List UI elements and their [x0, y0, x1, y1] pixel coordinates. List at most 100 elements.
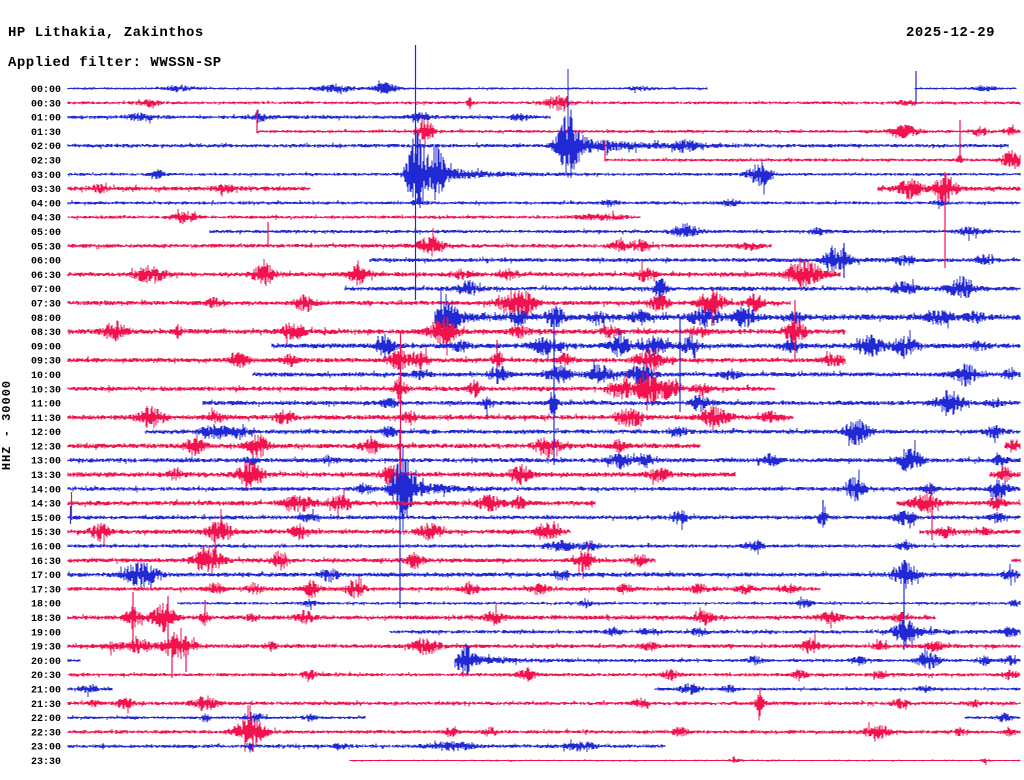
trace-row-09:00: [271, 329, 1021, 361]
trace-row-05:30: [67, 228, 772, 257]
y-axis-label: HHZ - 30000: [0, 380, 14, 470]
time-label: 09:30: [31, 357, 61, 368]
time-label: 19:00: [31, 628, 61, 639]
trace-row-08:00: [434, 288, 1021, 341]
time-label: 01:30: [31, 128, 61, 139]
time-label: 19:30: [31, 643, 61, 654]
trace-row-18:00: [177, 596, 1021, 610]
trace-row-06:00: [369, 245, 1021, 274]
trace-row-23:00: [67, 739, 666, 753]
trace-area: [67, 69, 1021, 765]
time-label: 13:30: [31, 471, 61, 482]
trace-row-02:30: [604, 149, 1021, 169]
time-label: 16:30: [31, 557, 61, 568]
time-label: 17:00: [31, 571, 61, 582]
time-label: 11:00: [31, 400, 61, 411]
time-label: 23:00: [31, 743, 61, 754]
time-label: 04:30: [31, 214, 61, 225]
time-label: 18:00: [31, 600, 61, 611]
trace-row-04:30: [67, 209, 641, 225]
trace-row-11:30: [67, 405, 794, 430]
trace-row-15:00: [67, 506, 1021, 531]
trace-row-03:00: [67, 131, 1021, 208]
time-label: 08:00: [31, 314, 61, 325]
trace-row-08:30: [67, 316, 846, 356]
time-label: 12:00: [31, 428, 61, 439]
time-label: 11:30: [31, 414, 61, 425]
time-label: 07:00: [31, 285, 61, 296]
trace-row-19:30: [67, 628, 1021, 659]
time-label: 15:00: [31, 514, 61, 525]
trace-row-20:00: [67, 643, 1021, 675]
trace-row-19:00: [389, 620, 1021, 648]
time-label: 00:30: [31, 99, 61, 110]
time-label: 20:30: [31, 671, 61, 682]
time-label: 06:30: [31, 271, 61, 282]
trace-row-15:30: [67, 508, 1021, 548]
trace-row-09:30: [67, 347, 846, 373]
time-label: 03:30: [31, 185, 61, 196]
time-label: 10:00: [31, 371, 61, 382]
station-title: HP Lithakia, Zakinthos: [8, 25, 204, 41]
trace-row-05:00: [209, 223, 1021, 242]
time-label: 06:00: [31, 257, 61, 268]
time-label: 00:00: [31, 85, 61, 96]
trace-row-17:30: [67, 576, 821, 599]
time-label: 21:00: [31, 686, 61, 697]
time-label: 02:30: [31, 157, 61, 168]
trace-row-22:00: [67, 712, 1021, 723]
time-label: 03:00: [31, 171, 61, 182]
trace-row-00:30: [67, 94, 1021, 112]
time-label: 15:30: [31, 528, 61, 539]
time-label: 08:30: [31, 328, 61, 339]
trace-row-06:30: [67, 257, 841, 289]
trace-row-11:00: [202, 389, 1021, 417]
trace-row-14:30: [67, 487, 1021, 520]
time-label: 05:00: [31, 228, 61, 239]
trace-row-14:00: [67, 445, 1021, 533]
trace-row-07:30: [67, 287, 791, 318]
time-label: 05:30: [31, 242, 61, 253]
time-label: 14:30: [31, 500, 61, 511]
time-label: 10:30: [31, 385, 61, 396]
time-label: 14:00: [31, 485, 61, 496]
trace-row-02:00: [67, 69, 1009, 178]
time-label: 17:30: [31, 585, 61, 596]
trace-row-04:00: [67, 197, 1021, 209]
time-label: 18:30: [31, 614, 61, 625]
time-label: 16:00: [31, 543, 61, 554]
trace-row-13:30: [67, 459, 1021, 489]
filter-label: Applied filter: WWSSN-SP: [8, 55, 222, 71]
trace-row-21:00: [67, 683, 1021, 697]
trace-row-01:30: [256, 118, 1021, 145]
time-label: 04:00: [31, 199, 61, 210]
trace-row-16:30: [67, 543, 1021, 579]
trace-row-13:00: [67, 440, 1021, 472]
time-label: 20:00: [31, 657, 61, 668]
trace-row-16:00: [67, 539, 1021, 555]
trace-row-20:30: [67, 667, 1021, 682]
overflow-spike-layer: [69, 45, 961, 752]
trace-row-10:00: [252, 360, 1021, 387]
time-label: 07:30: [31, 300, 61, 311]
trace-row-07:00: [344, 275, 1021, 301]
trace-row-10:30: [67, 372, 776, 411]
trace-row-12:00: [144, 418, 1021, 447]
time-label: 23:30: [31, 757, 61, 768]
trace-row-18:30: [67, 603, 936, 633]
time-label: 21:30: [31, 700, 61, 711]
trace-row-01:00: [67, 109, 551, 124]
trace-row-00:00: [67, 80, 1017, 95]
trace-row-22:30: [67, 705, 1021, 752]
trace-row-03:30: [67, 173, 1021, 206]
time-label: 01:00: [31, 114, 61, 125]
time-label: 22:30: [31, 728, 61, 739]
trace-row-17:00: [67, 559, 1021, 591]
trace-row-21:30: [67, 694, 1021, 721]
time-labels-column: 00:00 00:30 01:00 01:30 02:00 02:30 03:00 03:30…: [31, 85, 61, 768]
time-label: 09:00: [31, 342, 61, 353]
time-label: 02:00: [31, 142, 61, 153]
date-label: 2025-12-29: [906, 25, 995, 41]
